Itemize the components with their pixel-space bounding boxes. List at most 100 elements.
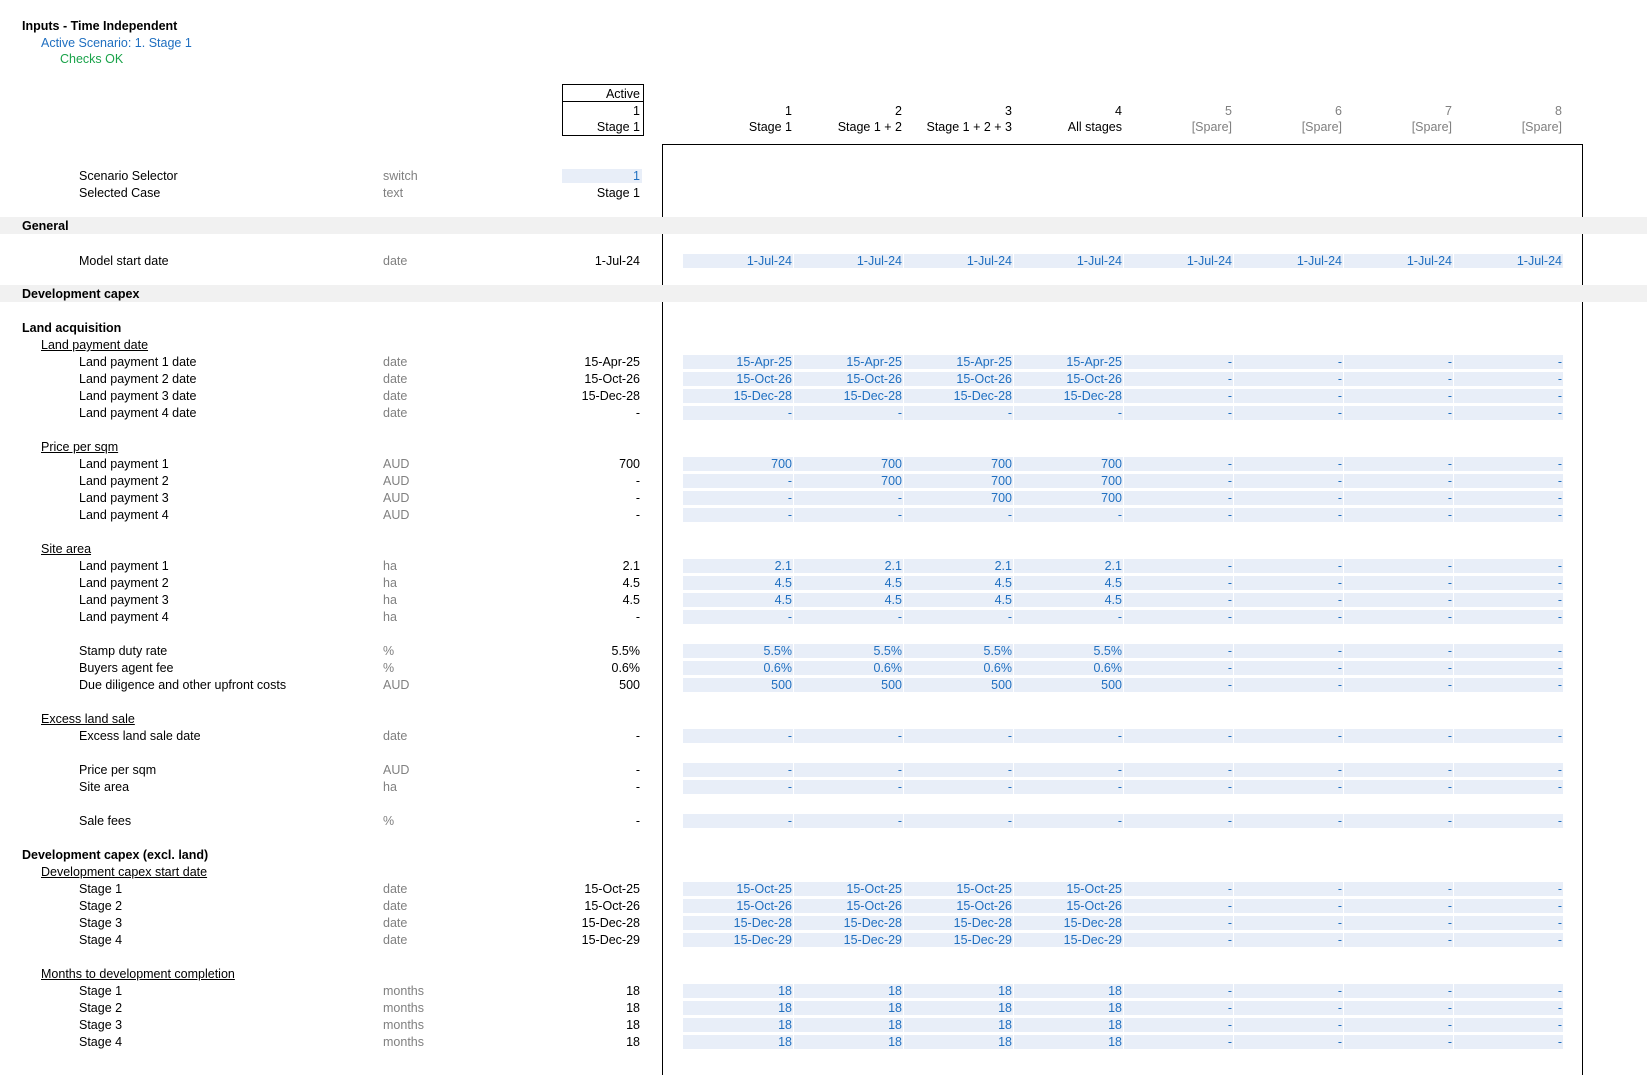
scenario-input-cell[interactable]: 0.6% [983, 661, 1013, 675]
scenario-input-cell[interactable]: 4.5 [994, 593, 1012, 607]
scenario-input-cell[interactable]: 4.5 [1104, 576, 1122, 590]
scenario-input-cell[interactable]: 15-Dec-29 [953, 933, 1012, 947]
scenario-input-cell[interactable]: 4.5 [884, 576, 902, 590]
scenario-input-cell[interactable]: - [1227, 457, 1232, 471]
scenario-input-cell[interactable]: 2.1 [774, 559, 792, 573]
scenario-input-cell[interactable]: 18 [778, 1035, 792, 1049]
scenario-input-cell[interactable]: - [1227, 389, 1232, 403]
scenario-input-cell[interactable]: 15-Dec-29 [733, 933, 792, 947]
scenario-input-cell[interactable]: - [1337, 644, 1342, 658]
scenario-input-cell[interactable]: 700 [1101, 491, 1122, 505]
scenario-input-cell[interactable]: - [1447, 1035, 1452, 1049]
scenario-input-cell[interactable]: 4.5 [1104, 593, 1122, 607]
scenario-input-cell[interactable]: - [1337, 729, 1342, 743]
scenario-input-cell[interactable]: - [1337, 899, 1342, 913]
scenario-input-cell[interactable]: 5.5% [763, 644, 793, 658]
scenario-input-cell[interactable]: - [1557, 474, 1562, 488]
scenario-input-cell[interactable]: 5.5% [983, 644, 1013, 658]
scenario-input-cell[interactable]: 18 [998, 1035, 1012, 1049]
scenario-input-cell[interactable]: - [1337, 372, 1342, 386]
scenario-input-cell[interactable]: 15-Oct-26 [736, 372, 792, 386]
scenario-input-cell[interactable]: - [897, 814, 902, 828]
scenario-input-cell[interactable]: 700 [991, 457, 1012, 471]
scenario-input-cell[interactable]: - [1007, 729, 1012, 743]
scenario-input-cell[interactable]: 18 [1108, 1001, 1122, 1015]
scenario-input-cell[interactable]: - [1447, 729, 1452, 743]
scenario-input-cell[interactable]: - [787, 491, 792, 505]
scenario-input-cell[interactable]: - [1227, 576, 1232, 590]
scenario-input-cell[interactable]: - [1557, 780, 1562, 794]
scenario-input-cell[interactable]: 15-Oct-26 [846, 372, 902, 386]
scenario-input-cell[interactable]: - [1117, 610, 1122, 624]
scenario-input-cell[interactable]: 18 [778, 1001, 792, 1015]
scenario-input-cell[interactable]: - [1337, 882, 1342, 896]
scenario-input-cell[interactable]: - [1557, 882, 1562, 896]
scenario-input-cell[interactable]: - [1557, 372, 1562, 386]
scenario-input-cell[interactable]: 0.6% [763, 661, 793, 675]
scenario-input-cell[interactable]: 4.5 [774, 593, 792, 607]
scenario-input-cell[interactable]: - [1557, 899, 1562, 913]
scenario-input-cell[interactable]: - [1227, 372, 1232, 386]
scenario-input-cell[interactable]: - [1557, 678, 1562, 692]
scenario-input-cell[interactable]: - [897, 763, 902, 777]
scenario-input-cell[interactable]: - [1447, 644, 1452, 658]
scenario-input-cell[interactable]: - [1337, 559, 1342, 573]
scenario-input-cell[interactable]: - [1557, 389, 1562, 403]
scenario-input-cell[interactable]: - [1447, 899, 1452, 913]
scenario-input-cell[interactable]: 5.5% [1093, 644, 1123, 658]
scenario-input-cell[interactable]: - [1227, 661, 1232, 675]
scenario-input-cell[interactable]: 18 [888, 1001, 902, 1015]
scenario-input-cell[interactable]: - [1007, 508, 1012, 522]
scenario-input-cell[interactable]: - [1447, 1018, 1452, 1032]
scenario-input-cell[interactable]: - [1227, 814, 1232, 828]
scenario-input-cell[interactable]: - [1227, 763, 1232, 777]
scenario-input-cell[interactable]: - [1337, 984, 1342, 998]
scenario-input-cell[interactable]: 700 [991, 474, 1012, 488]
scenario-input-cell[interactable]: - [1227, 984, 1232, 998]
scenario-input-cell[interactable]: - [1447, 491, 1452, 505]
scenario-input-cell[interactable]: 15-Dec-28 [953, 389, 1012, 403]
scenario-input-cell[interactable]: - [787, 780, 792, 794]
scenario-input-cell[interactable]: - [1557, 763, 1562, 777]
scenario-input-cell[interactable]: 15-Dec-28 [1063, 916, 1122, 930]
scenario-input-cell[interactable]: 1-Jul-24 [1186, 254, 1232, 268]
scenario-input-cell[interactable]: - [1337, 389, 1342, 403]
scenario-input-cell[interactable]: - [1007, 610, 1012, 624]
scenario-input-cell[interactable]: - [1007, 406, 1012, 420]
scenario-input-cell[interactable]: 15-Oct-25 [736, 882, 792, 896]
scenario-input-cell[interactable]: 18 [888, 1018, 902, 1032]
scenario-input-cell[interactable]: - [1227, 916, 1232, 930]
scenario-input-cell[interactable]: - [1337, 916, 1342, 930]
scenario-input-cell[interactable]: 5.5% [873, 644, 903, 658]
scenario-input-cell[interactable]: 1-Jul-24 [1516, 254, 1562, 268]
scenario-input-cell[interactable]: 15-Apr-25 [736, 355, 792, 369]
scenario-input-cell[interactable]: - [1447, 372, 1452, 386]
scenario-input-cell[interactable]: 18 [1108, 1035, 1122, 1049]
scenario-input-cell[interactable]: 18 [998, 1001, 1012, 1015]
scenario-input-cell[interactable]: 15-Oct-26 [956, 899, 1012, 913]
scenario-input-cell[interactable]: - [1447, 984, 1452, 998]
scenario-input-cell[interactable]: - [1557, 984, 1562, 998]
scenario-input-cell[interactable]: - [1447, 882, 1452, 896]
scenario-input-cell[interactable]: 15-Dec-28 [733, 389, 792, 403]
scenario-input-cell[interactable]: - [1557, 916, 1562, 930]
scenario-input-cell[interactable]: - [1227, 933, 1232, 947]
scenario-input-cell[interactable]: 18 [888, 1035, 902, 1049]
scenario-input-cell[interactable]: - [1337, 1035, 1342, 1049]
scenario-input-cell[interactable]: 1-Jul-24 [1406, 254, 1452, 268]
scenario-input-cell[interactable]: - [1557, 1001, 1562, 1015]
scenario-input-cell[interactable]: - [1337, 610, 1342, 624]
scenario-input-cell[interactable]: - [1447, 474, 1452, 488]
scenario-input-cell[interactable]: - [1227, 780, 1232, 794]
scenario-input-cell[interactable]: 500 [771, 678, 792, 692]
scenario-input-cell[interactable]: - [1007, 780, 1012, 794]
scenario-input-cell[interactable]: 700 [771, 457, 792, 471]
scenario-input-cell[interactable]: - [1337, 508, 1342, 522]
scenario-input-cell[interactable]: - [897, 780, 902, 794]
scenario-input-cell[interactable]: - [1557, 593, 1562, 607]
scenario-input-cell[interactable]: 15-Apr-25 [846, 355, 902, 369]
scenario-input-cell[interactable]: - [1337, 406, 1342, 420]
scenario-input-cell[interactable]: - [1557, 559, 1562, 573]
scenario-input-cell[interactable]: - [1227, 1001, 1232, 1015]
scenario-input-cell[interactable]: 18 [1108, 984, 1122, 998]
